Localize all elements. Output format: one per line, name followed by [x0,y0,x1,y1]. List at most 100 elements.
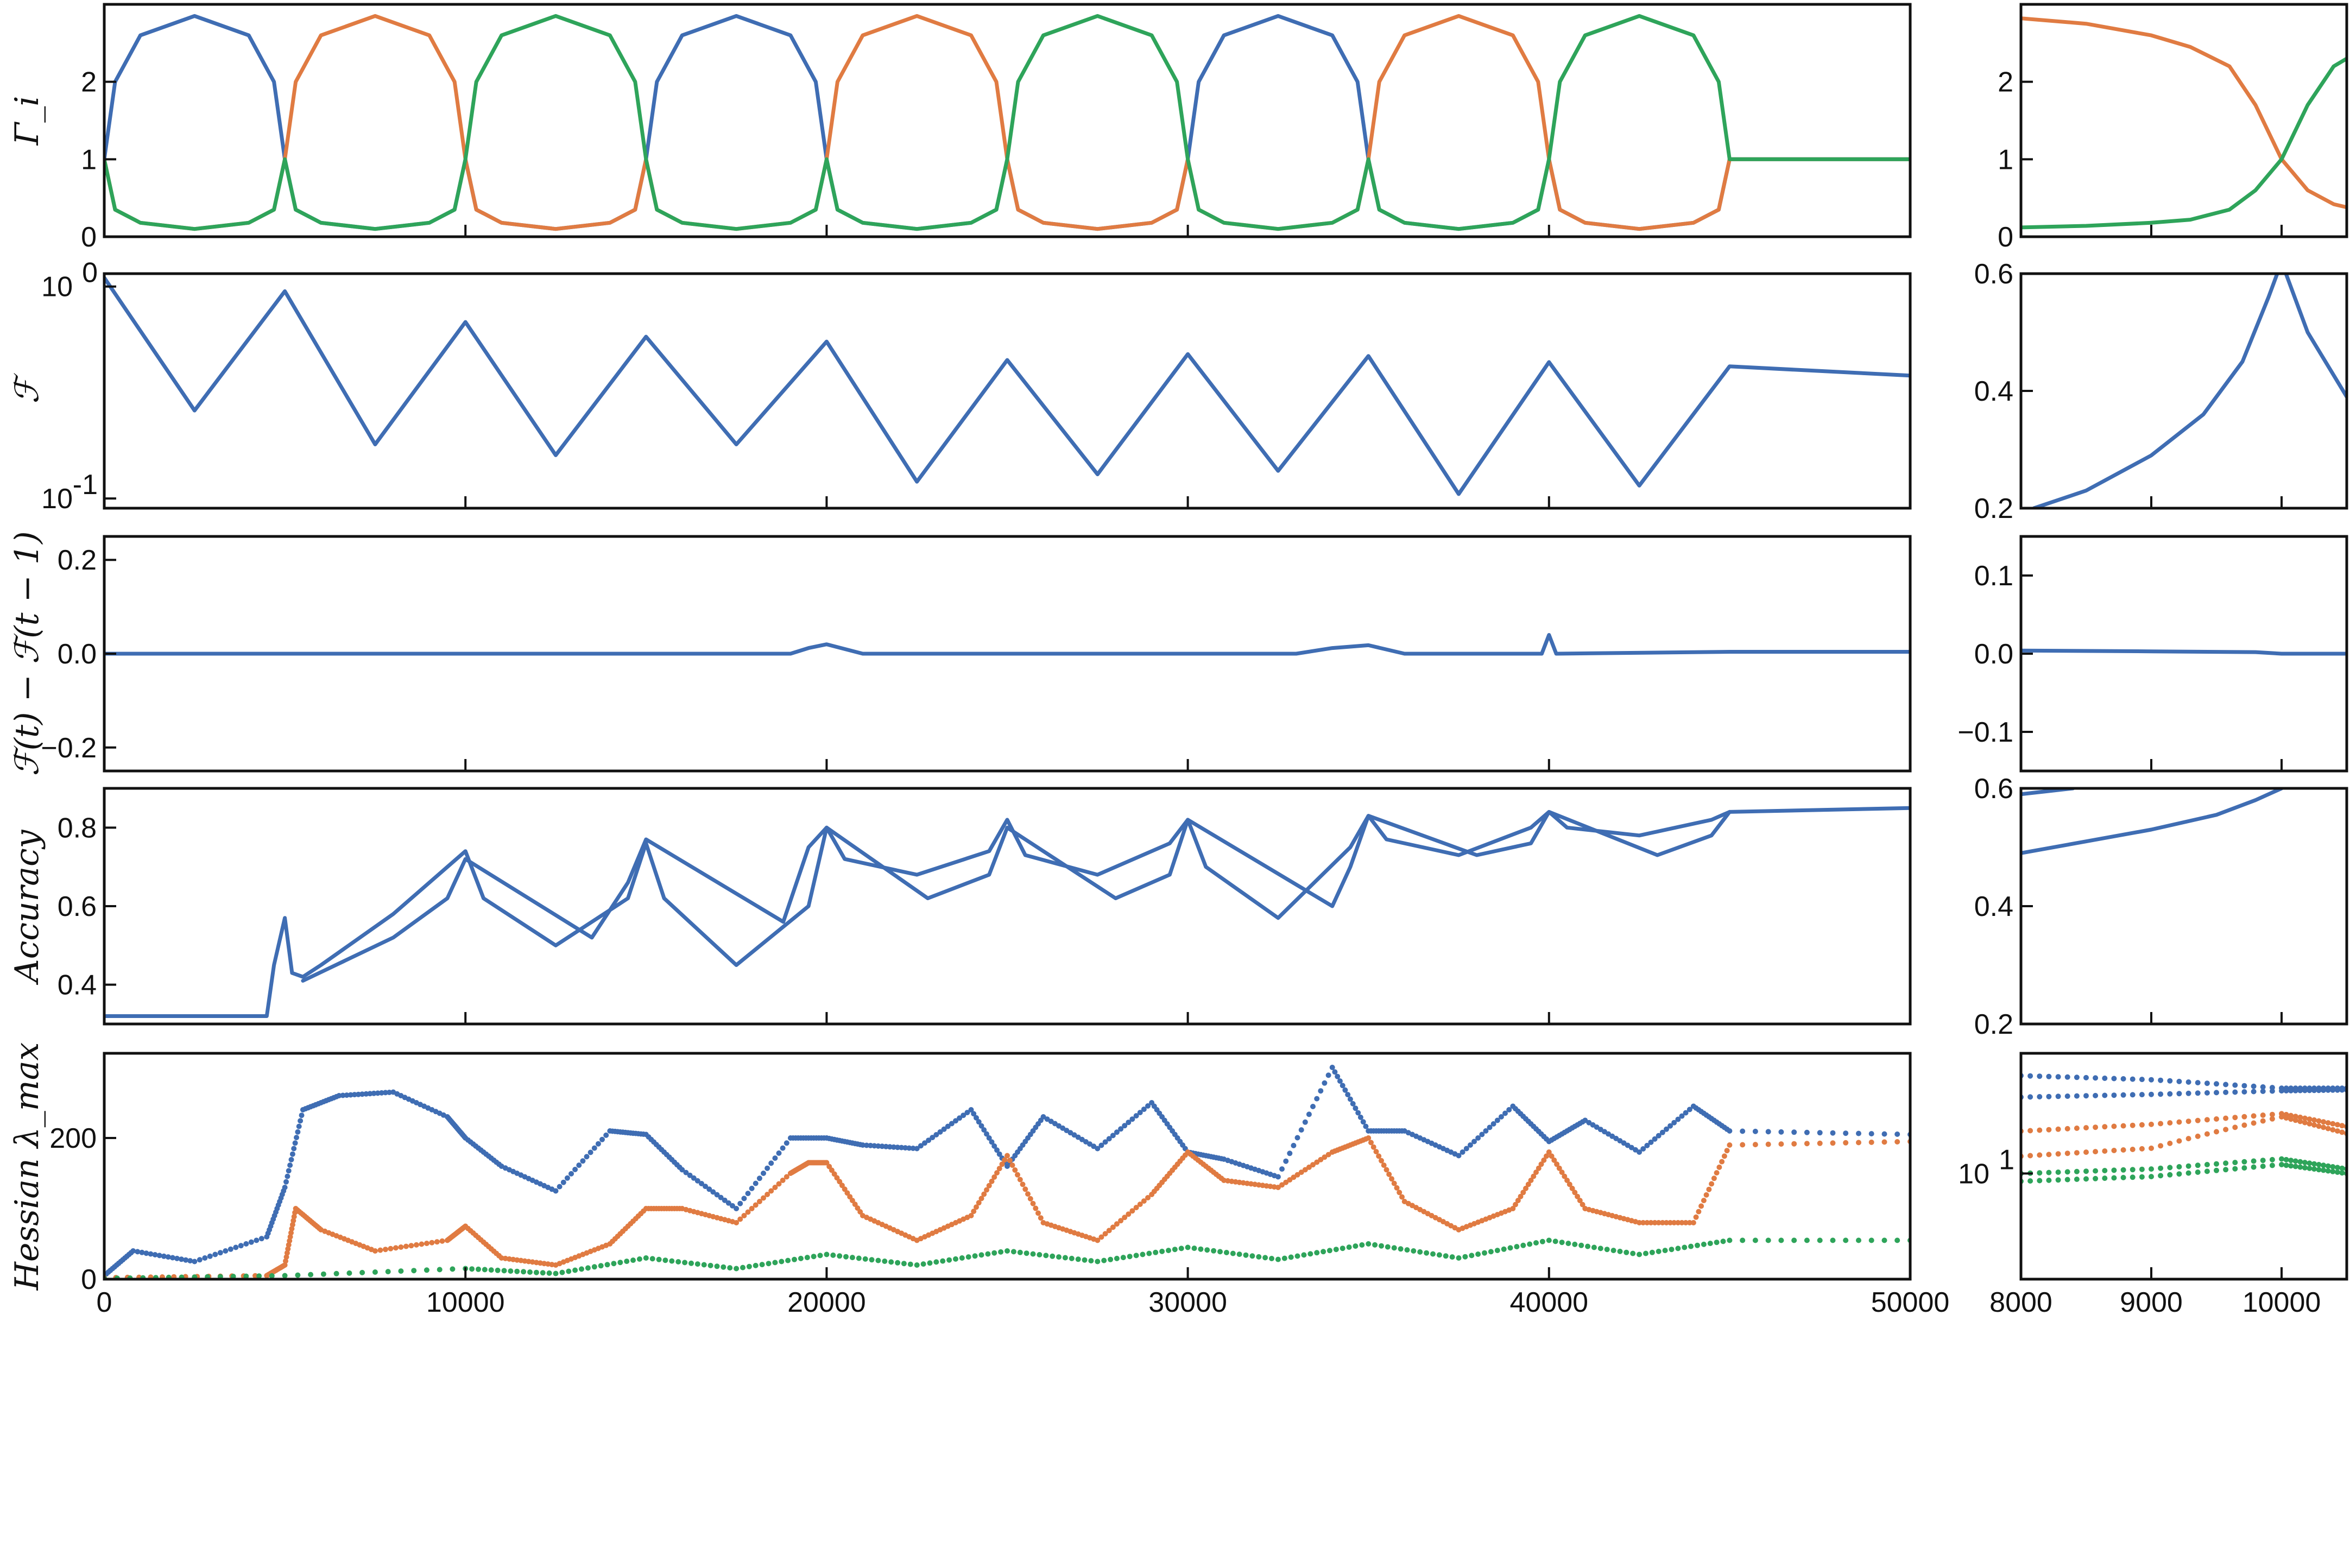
main-row5-point [1288,1254,1294,1260]
main-row5-point [1881,1237,1887,1243]
main-row5-point [287,1234,293,1240]
main-row5-point [1145,1195,1151,1200]
main-row5-point [1475,1251,1481,1257]
main-row5-point [1298,1127,1304,1133]
main-row5-point [972,1253,978,1259]
main-row5-point [1038,1215,1044,1221]
main-row5-xtick-label: 0 [97,1287,112,1318]
inset-row5-point [2037,1178,2043,1184]
main-row5-point [856,1255,862,1261]
main-row5-point [996,1166,1002,1172]
inset-row5-point [2074,1074,2080,1080]
main-row5-point [829,1167,835,1173]
main-row5-point [1482,1250,1487,1256]
main-row5-point [1294,1253,1300,1259]
main-row5-point [1791,1129,1797,1135]
main-row5-point [1075,1256,1081,1262]
main-row5-point [703,1184,709,1190]
main-row5-point [688,1260,694,1266]
main-row5-point [223,1248,229,1254]
main-row5-point [521,1269,527,1275]
main-row5-point [434,1239,440,1245]
main-row5-point [756,1199,762,1204]
main-row5-point [1141,1107,1147,1112]
inset-row5-point [2130,1174,2136,1180]
main-row5-point [1404,1247,1410,1253]
main-row5-point [135,1249,141,1255]
main-row5-point [1656,1248,1662,1254]
main-row5-point [359,1091,365,1097]
inset-row5-point [2149,1121,2154,1127]
main-row5-point [1669,1247,1675,1253]
main-row5-point [1198,1246,1204,1252]
main-row5-point [910,1146,916,1151]
main-row5-point [1701,1198,1707,1204]
main-row5-point [560,1179,566,1185]
inset-row5-point [2297,1114,2303,1120]
inset-row5-point [2307,1160,2313,1166]
main-row5-point [1721,1153,1727,1159]
inset-row5-point [2064,1177,2070,1183]
main-row5-point [320,1271,326,1277]
main-row5-point [753,1202,759,1208]
inset-row5-point [2316,1162,2322,1167]
main-row5-point [1487,1124,1493,1130]
inset-row5-point [2334,1169,2340,1175]
inset-row5-point [2055,1093,2061,1099]
main-row5-point [398,1268,404,1274]
main-row5-point [156,1253,162,1259]
main-row3-ylabel: ℱ(t) − ℱ(t − 1) [8,531,46,776]
main-row5-point [1417,1249,1423,1255]
inset-row5-point [2093,1092,2099,1098]
main-row5-point [1707,1241,1713,1247]
main-row5-point [1467,1142,1473,1148]
main-row5-point [289,1151,295,1157]
main-row5-point [1804,1141,1810,1147]
main-row5-point [1088,1258,1094,1264]
main-row5-point [1384,1167,1389,1173]
main-row5-point [926,1137,932,1143]
main-row5-point [1727,1237,1733,1243]
inset-row5-point [2167,1078,2173,1084]
main-row5-point [1010,1249,1016,1255]
inset-row5-point [2302,1160,2308,1166]
main-row5-point [252,1273,258,1279]
main-row5-point [971,1209,977,1215]
main-row5-point [701,1262,707,1268]
inset-row5-point [2260,1084,2266,1090]
main-row5-point [1009,1162,1015,1168]
inset-row5-point [2046,1169,2052,1175]
main-row5-point [1791,1237,1797,1243]
inset-row5-point [2139,1122,2145,1128]
main-row5-point [1507,1245,1513,1251]
inset-row5-point [2288,1088,2294,1093]
main-row5-point [1211,1248,1217,1254]
main-row5-point [1856,1140,1861,1146]
inset-row5-point [2176,1171,2182,1177]
main-row5-point [382,1247,388,1253]
main-row5-point [1456,1153,1462,1159]
main-row5-point [501,1268,507,1274]
main-row5-point [984,1131,989,1137]
main-row5-point [1572,1190,1578,1196]
main-row5-point [1114,1255,1120,1261]
main-row5-point [1389,1176,1394,1182]
main-row5-point [1120,1255,1126,1261]
main-row5-point [1275,1185,1281,1190]
main-row5-point [776,1150,782,1156]
main-row5-point [824,1160,830,1166]
main-row5-point [961,1112,966,1118]
inset-row5-point [2204,1162,2210,1167]
main-row5-point [817,1253,823,1259]
main-row5-point [283,1258,288,1264]
main-row5-point [1368,1140,1374,1146]
main-row5-point [1310,1162,1316,1168]
main-row5-point [1752,1142,1758,1148]
main-row5-point [1033,1205,1039,1211]
main-row5-point [1706,1186,1712,1192]
main-row5-point [1724,1148,1730,1154]
inset-row5-point [2083,1149,2089,1155]
inset-row5-point [2139,1146,2145,1152]
main-row5-point [1314,1250,1320,1256]
main-row5-point [1098,1234,1104,1240]
